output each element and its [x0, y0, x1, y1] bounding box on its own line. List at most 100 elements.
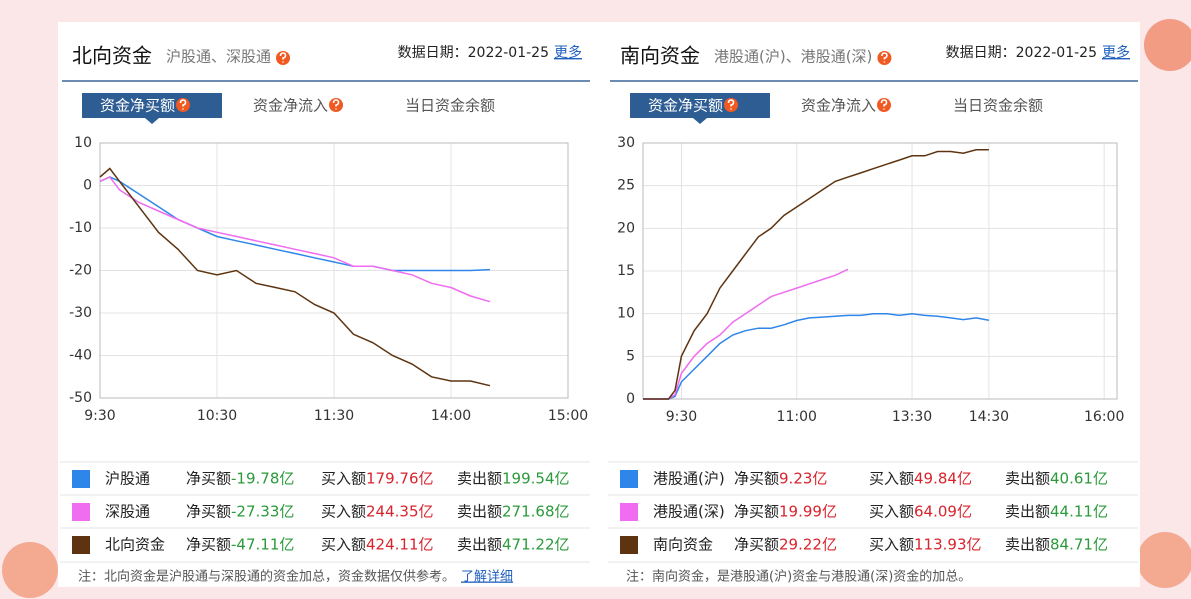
cell-label: 卖出额 — [1005, 503, 1050, 521]
cell-value: 424.11亿 — [366, 536, 434, 554]
decoration — [2, 542, 58, 598]
panel-title: 北向资金 — [72, 44, 152, 68]
cell-value: 49.84亿 — [914, 470, 972, 488]
cell-value: 64.09亿 — [914, 503, 972, 521]
cell-label: 买入额 — [321, 503, 366, 521]
cell-label: 净买额 — [186, 470, 231, 488]
cell-label: 净买额 — [734, 503, 779, 521]
cell-value: 471.22亿 — [502, 536, 570, 554]
note: 注：南向资金，是港股通(沪)资金与港股通(深)资金的加总。 — [626, 569, 971, 585]
note: 注：北向资金是沪股通与深股通的资金加总，资金数据仅供参考。 — [78, 569, 455, 585]
y-tick-label: 10 — [617, 306, 635, 322]
y-tick-label: -30 — [69, 305, 92, 321]
cell-label: 买入额 — [869, 536, 914, 554]
cell-label: 卖出额 — [457, 470, 502, 488]
legend-swatch — [620, 503, 638, 521]
legend-swatch — [72, 470, 90, 488]
cell-value: 29.22亿 — [779, 536, 837, 554]
more-link[interactable]: 更多 — [554, 44, 582, 61]
tab-active[interactable] — [82, 93, 222, 118]
cell-label: 卖出额 — [1005, 536, 1050, 554]
y-tick-label: 5 — [626, 348, 635, 364]
y-tick-label: -10 — [69, 220, 92, 236]
y-tick-label: -50 — [69, 390, 92, 406]
cell-label: 卖出额 — [457, 503, 502, 521]
y-tick-label: 0 — [626, 391, 635, 407]
tab[interactable]: 资金净流入 — [801, 97, 876, 115]
cell-value: 44.11亿 — [1050, 503, 1108, 521]
cell-label: 净买额 — [734, 536, 779, 554]
tab[interactable]: 资金净买额 — [648, 97, 723, 115]
cell-label: 买入额 — [869, 503, 914, 521]
detail-link[interactable]: 了解详细 — [461, 570, 513, 585]
cell-label: 净买额 — [734, 470, 779, 488]
x-tick-label: 11:00 — [777, 409, 817, 425]
cell-value: -27.33亿 — [231, 503, 294, 521]
x-tick-label: 9:30 — [84, 408, 115, 424]
cell-label: 净买额 — [186, 536, 231, 554]
cell-value: 113.93亿 — [914, 536, 982, 554]
series-line — [99, 176, 491, 303]
x-tick-label: 16:00 — [1084, 409, 1124, 425]
cell-label: 卖出额 — [1005, 470, 1050, 488]
series-line — [99, 167, 491, 387]
y-tick-label: 30 — [617, 135, 635, 151]
panel-title: 南向资金 — [620, 44, 700, 68]
x-tick-label: 15:00 — [548, 408, 588, 424]
x-tick-label: 14:30 — [969, 409, 1009, 425]
cell-value: 179.76亿 — [366, 470, 434, 488]
y-tick-label: 10 — [74, 135, 92, 151]
more-link[interactable]: 更多 — [1102, 44, 1130, 61]
tab-active[interactable] — [630, 93, 770, 118]
tab[interactable]: 资金净流入 — [253, 97, 328, 115]
series-line — [643, 148, 989, 400]
y-tick-label: -20 — [69, 263, 92, 279]
x-tick-label: 14:00 — [431, 408, 471, 424]
cell-label: 卖出额 — [457, 536, 502, 554]
x-tick-label: 13:30 — [892, 409, 932, 425]
help-icon-mark — [332, 99, 340, 110]
cell-value: 19.99亿 — [779, 503, 837, 521]
legend-swatch — [620, 536, 638, 554]
y-tick-label: -40 — [69, 348, 92, 364]
cell-value: 199.54亿 — [502, 470, 570, 488]
x-tick-label: 11:30 — [314, 408, 354, 424]
series-line — [643, 268, 849, 400]
cell-value: 84.71亿 — [1050, 536, 1108, 554]
x-tick-label: 10:30 — [197, 408, 237, 424]
y-tick-label: 20 — [617, 220, 635, 236]
row-name: 沪股通 — [105, 470, 150, 488]
tab-pointer — [693, 118, 707, 124]
tab[interactable]: 资金净买额 — [100, 97, 175, 115]
help-icon-mark — [881, 52, 888, 63]
row-name: 港股通(深) — [653, 503, 725, 521]
cell-value: 271.68亿 — [502, 503, 570, 521]
panel-subtitle: 沪股通、深股通 — [166, 48, 271, 66]
help-icon-mark — [727, 99, 735, 110]
cell-label: 净买额 — [186, 503, 231, 521]
legend-swatch — [620, 470, 638, 488]
cell-value: -47.11亿 — [231, 536, 294, 554]
tab[interactable]: 当日资金余额 — [953, 97, 1043, 115]
row-name: 港股通(沪) — [653, 470, 725, 488]
legend-swatch — [72, 536, 90, 554]
row-name: 深股通 — [105, 503, 150, 521]
help-icon-mark — [880, 99, 888, 110]
y-tick-label: 25 — [617, 178, 635, 194]
cell-value: -19.78亿 — [231, 470, 294, 488]
series-line — [643, 312, 990, 400]
decoration — [1144, 19, 1191, 71]
decoration — [1137, 532, 1191, 588]
row-name: 南向资金 — [653, 536, 713, 554]
data-date: 数据日期：2022-01-25 — [946, 45, 1097, 61]
cell-value: 9.23亿 — [779, 470, 827, 488]
plot-frame — [99, 142, 569, 399]
x-tick-label: 9:30 — [666, 409, 697, 425]
cell-label: 买入额 — [869, 470, 914, 488]
tab-pointer — [145, 118, 159, 124]
help-icon-mark — [179, 99, 187, 110]
cell-label: 买入额 — [321, 470, 366, 488]
tab[interactable]: 当日资金余额 — [405, 97, 495, 115]
series-line — [99, 176, 491, 272]
